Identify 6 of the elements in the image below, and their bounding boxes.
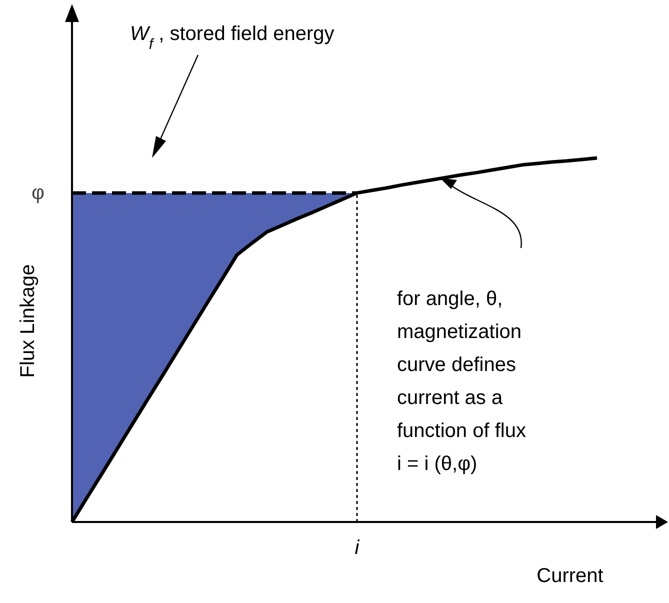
text: W$_{f}$ , stored field energy [130,23,334,52]
annotation: for angle, θ, magnetization curve defines current as a function of flux i = i (θ,φ) [397,288,526,475]
y-axis-title: Flux Linkage [17,264,39,378]
ref-line-label: φ [32,182,45,204]
x-axis-title: Current [536,565,604,587]
annotation: i [354,537,360,559]
